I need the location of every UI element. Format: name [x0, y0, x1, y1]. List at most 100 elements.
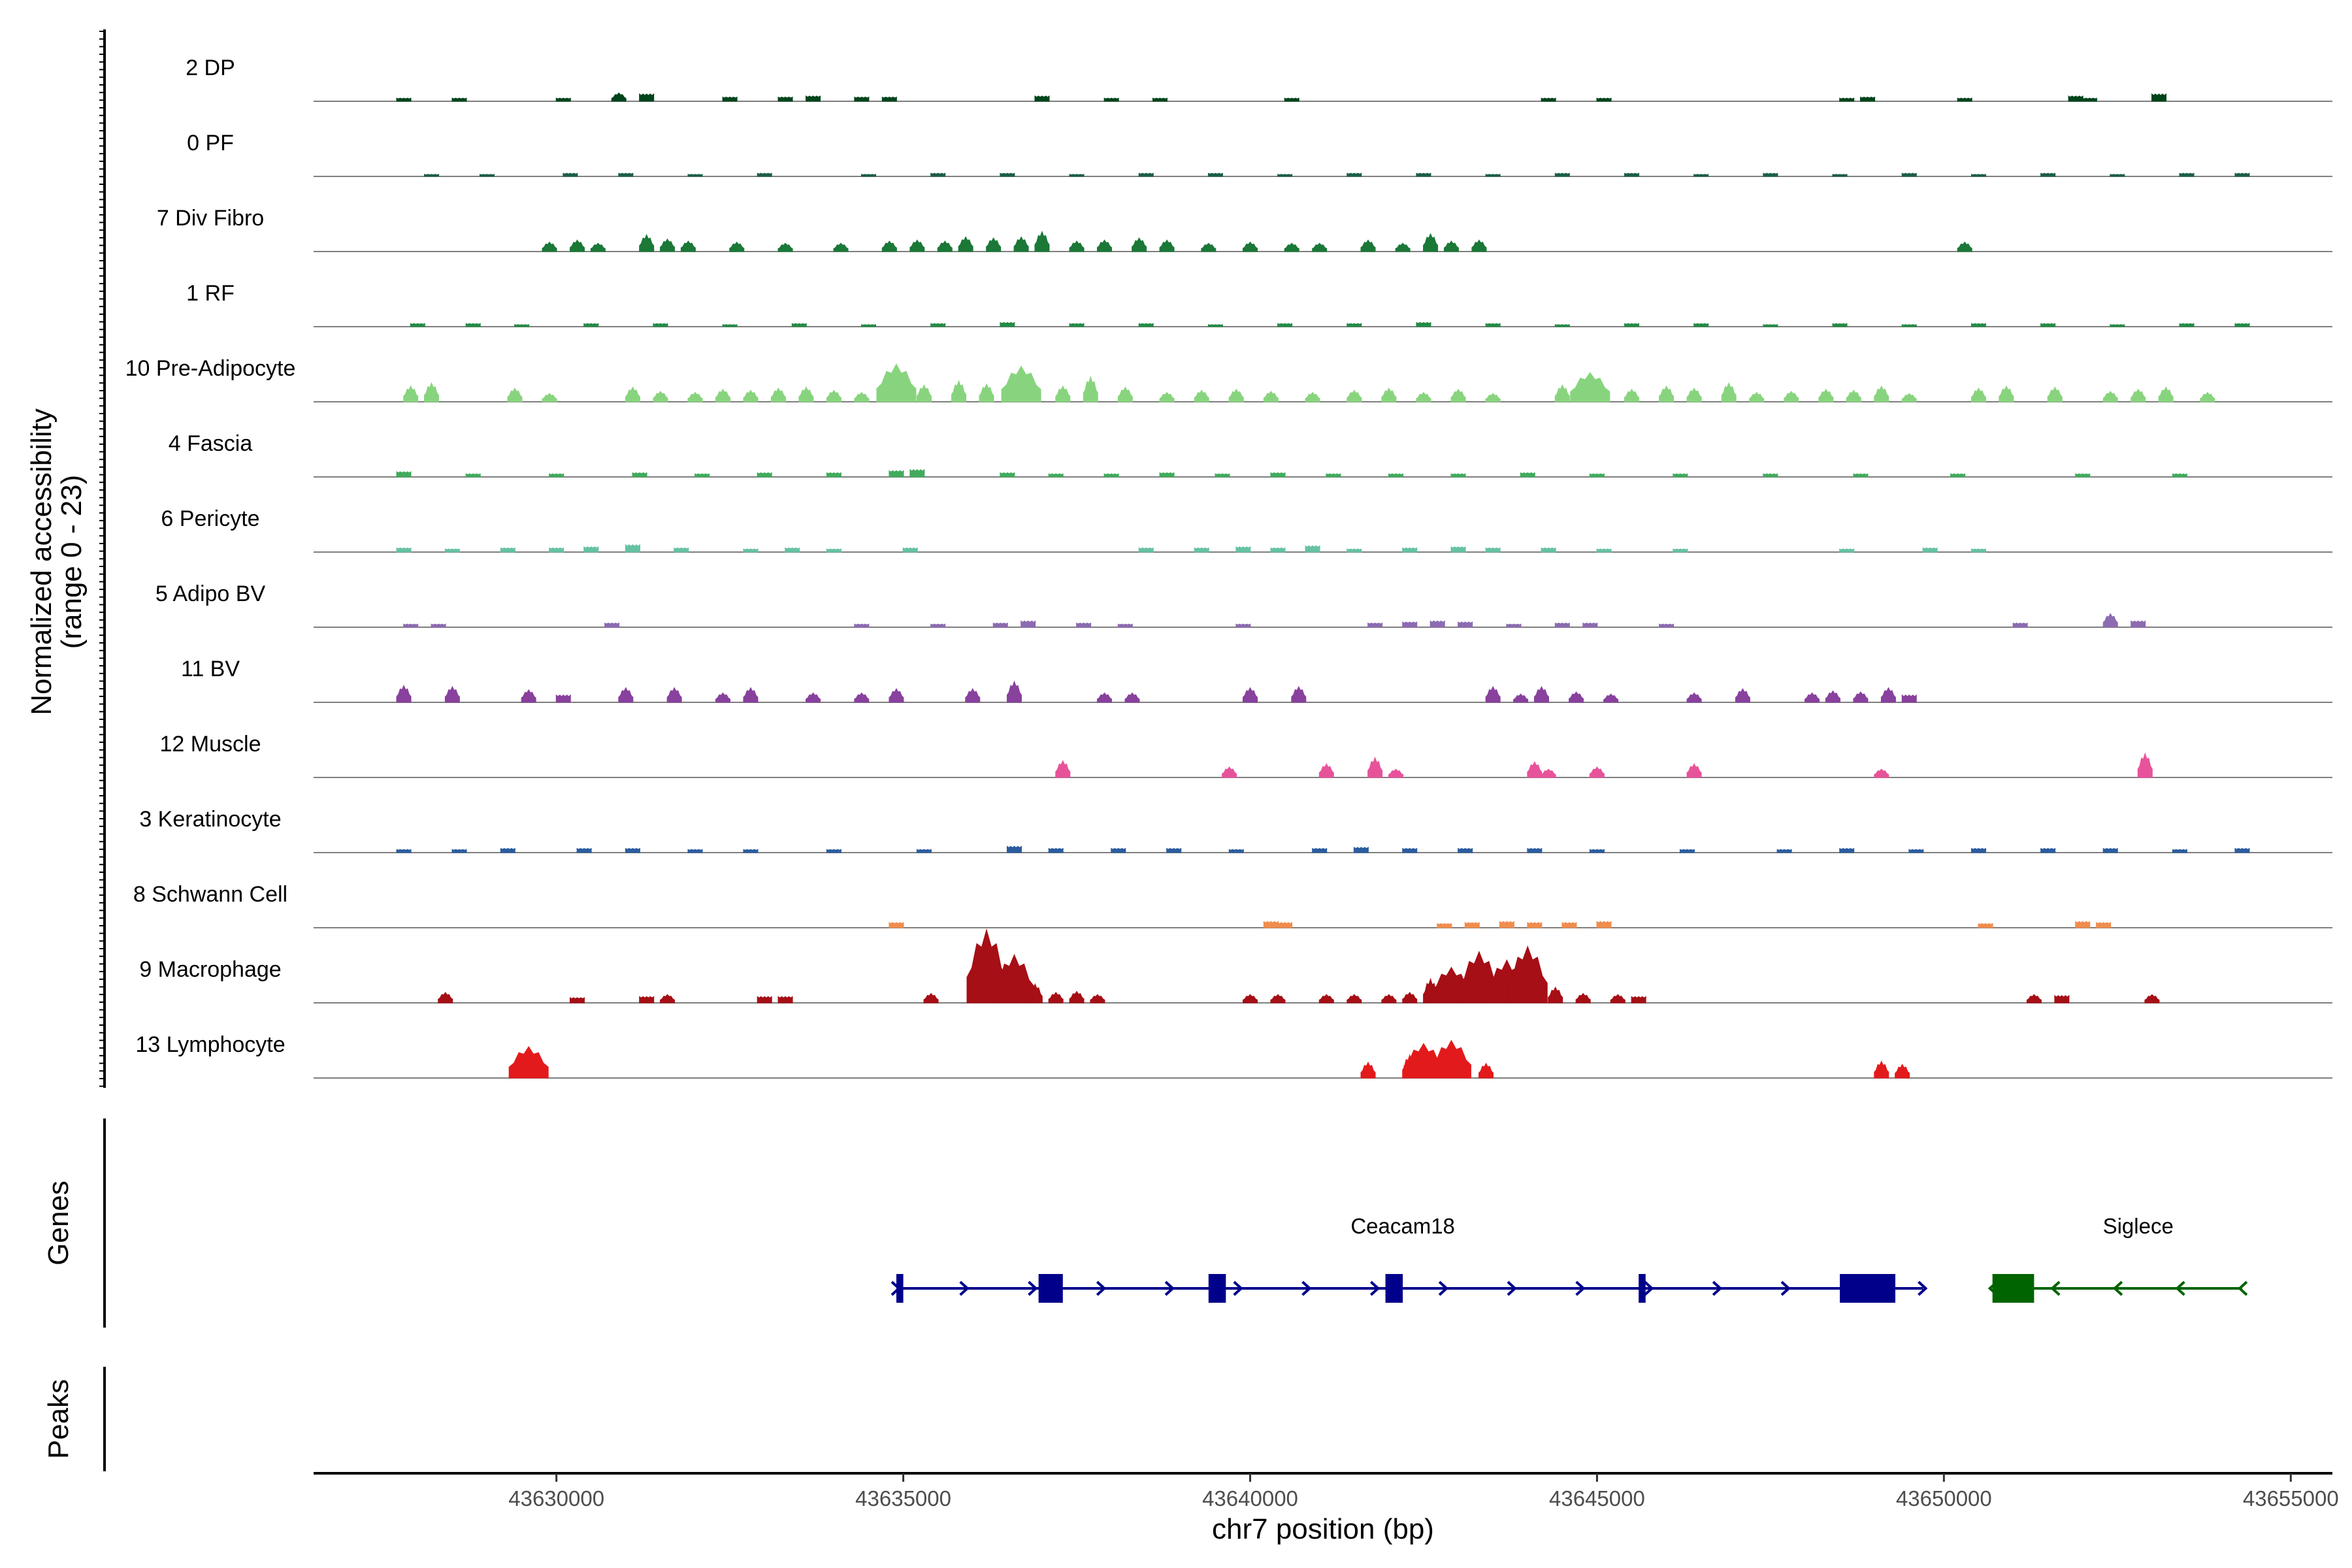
- accessibility-peak: [549, 473, 564, 478]
- y-axis-title: Normalized accessibility (range 0 - 23): [25, 408, 88, 715]
- accessibility-peak: [1693, 323, 1709, 327]
- strand-arrow-icon: [2237, 1281, 2248, 1296]
- accessibility-peak: [1575, 992, 1591, 1004]
- accessibility-peak: [465, 473, 481, 478]
- accessibility-peak: [1589, 766, 1605, 778]
- accessibility-peak: [743, 389, 759, 402]
- accessibility-peak: [2040, 847, 2056, 853]
- accessibility-peak: [722, 324, 738, 327]
- track-label: 6 Pericyte: [161, 506, 259, 531]
- accessibility-peak: [1006, 845, 1022, 853]
- accessibility-peak: [1138, 547, 1154, 553]
- track-12-muscle: 12 Muscle: [160, 732, 2332, 778]
- accessibility-peak: [1159, 391, 1175, 402]
- accessibility-peak: [1970, 847, 1986, 853]
- accessibility-peak: [1506, 623, 1522, 628]
- accessibility-peak: [1048, 992, 1064, 1004]
- accessibility-peak: [1021, 620, 1036, 628]
- accessibility-peak: [542, 241, 557, 252]
- accessibility-peak: [1027, 983, 1043, 1004]
- accessibility-peak: [687, 174, 703, 177]
- accessibility-peak: [424, 382, 440, 402]
- accessibility-peak: [444, 685, 460, 703]
- accessibility-peak: [757, 472, 772, 478]
- accessibility-peak: [722, 96, 738, 102]
- track-4-fascia: 4 Fascia: [169, 431, 2332, 478]
- accessibility-peak: [777, 242, 793, 252]
- accessibility-peak: [1874, 1060, 1889, 1079]
- accessibility-peak: [854, 391, 870, 402]
- accessibility-peak: [438, 992, 453, 1004]
- track-3-keratinocyte: 3 Keratinocyte: [139, 807, 2332, 853]
- accessibility-peak: [1624, 323, 1640, 327]
- accessibility-peak: [604, 622, 620, 628]
- track-label: 4 Fascia: [169, 431, 253, 456]
- accessibility-peak: [1416, 391, 1431, 402]
- accessibility-peak: [451, 97, 467, 102]
- accessibility-peak: [1000, 321, 1015, 327]
- accessibility-peak: [1686, 692, 1702, 703]
- accessibility-peak: [2179, 172, 2195, 177]
- coverage-tracks: 2 DP 0 PF 7 Div Fibro 1 RF 10 Pre-Adipocyte 4…: [125, 56, 2332, 1079]
- accessibility-peak: [2131, 388, 2146, 402]
- genes-panel-label: Genes: [42, 1181, 74, 1266]
- x-axis: 43630000 43635000 43640000 43645000 43650000…: [314, 1472, 2339, 1511]
- accessibility-peak: [2047, 386, 2063, 402]
- accessibility-peak: [1243, 241, 1258, 252]
- genes-panel: Genes Ceacam18 Siglece: [42, 1119, 2248, 1328]
- accessibility-peak: [1166, 847, 1182, 853]
- accessibility-peak: [1554, 622, 1570, 628]
- accessibility-peak: [860, 174, 876, 177]
- accessibility-peak: [570, 997, 585, 1004]
- accessibility-peak: [1194, 547, 1209, 553]
- accessibility-peak: [1527, 847, 1543, 853]
- accessibility-peak: [2102, 613, 2118, 628]
- accessibility-peak: [1429, 620, 1445, 628]
- accessibility-peak: [1970, 174, 1986, 177]
- accessibility-peak: [1347, 389, 1362, 402]
- accessibility-peak: [1431, 1039, 1471, 1079]
- strand-arrow-icon: [1918, 1281, 1928, 1296]
- accessibility-peak: [1582, 622, 1598, 628]
- accessibility-peak: [876, 363, 917, 402]
- accessibility-peak: [1201, 242, 1217, 252]
- gene-name-label: Ceacam18: [1350, 1214, 1455, 1238]
- coverage-y-axis: [99, 29, 106, 1088]
- accessibility-peak: [1507, 945, 1548, 1004]
- accessibility-peak: [881, 240, 897, 252]
- strand-arrow-icon: [1096, 1281, 1107, 1296]
- accessibility-peak: [2040, 323, 2056, 327]
- accessibility-peak: [1673, 548, 1688, 553]
- accessibility-peak: [1895, 1064, 1910, 1079]
- accessibility-peak: [1090, 994, 1105, 1004]
- accessibility-peak: [757, 172, 772, 177]
- accessibility-peak: [1034, 231, 1050, 252]
- accessibility-peak: [1957, 97, 1972, 102]
- accessibility-peak: [1388, 768, 1403, 778]
- accessibility-peak: [785, 547, 800, 553]
- accessibility-peak: [798, 386, 814, 402]
- accessibility-peak: [2110, 324, 2125, 327]
- accessibility-peak: [1277, 323, 1293, 327]
- accessibility-peak: [1388, 473, 1403, 478]
- accessibility-peak: [979, 383, 994, 402]
- accessibility-peak: [2096, 922, 2112, 928]
- accessibility-peak: [1001, 365, 1041, 402]
- accessibility-peak: [1103, 97, 1119, 102]
- accessibility-peak: [854, 96, 870, 102]
- accessibility-peak: [1097, 692, 1113, 703]
- accessibility-peak: [1443, 240, 1459, 252]
- accessibility-peak: [951, 380, 967, 402]
- track-0-pf: 0 PF: [187, 131, 2332, 177]
- accessibility-peak: [1908, 849, 1924, 853]
- accessibility-peak: [1901, 172, 1917, 177]
- accessibility-peak: [1048, 473, 1064, 478]
- accessibility-peak: [500, 847, 515, 853]
- accessibility-peak: [930, 172, 946, 177]
- accessibility-peak: [1194, 389, 1209, 402]
- gene-annotations: Ceacam18 Siglece: [890, 1214, 2248, 1303]
- accessibility-peak: [431, 623, 446, 628]
- accessibility-peak: [1381, 387, 1397, 402]
- accessibility-peak: [639, 93, 655, 102]
- track-2-dp: 2 DP: [186, 56, 2332, 102]
